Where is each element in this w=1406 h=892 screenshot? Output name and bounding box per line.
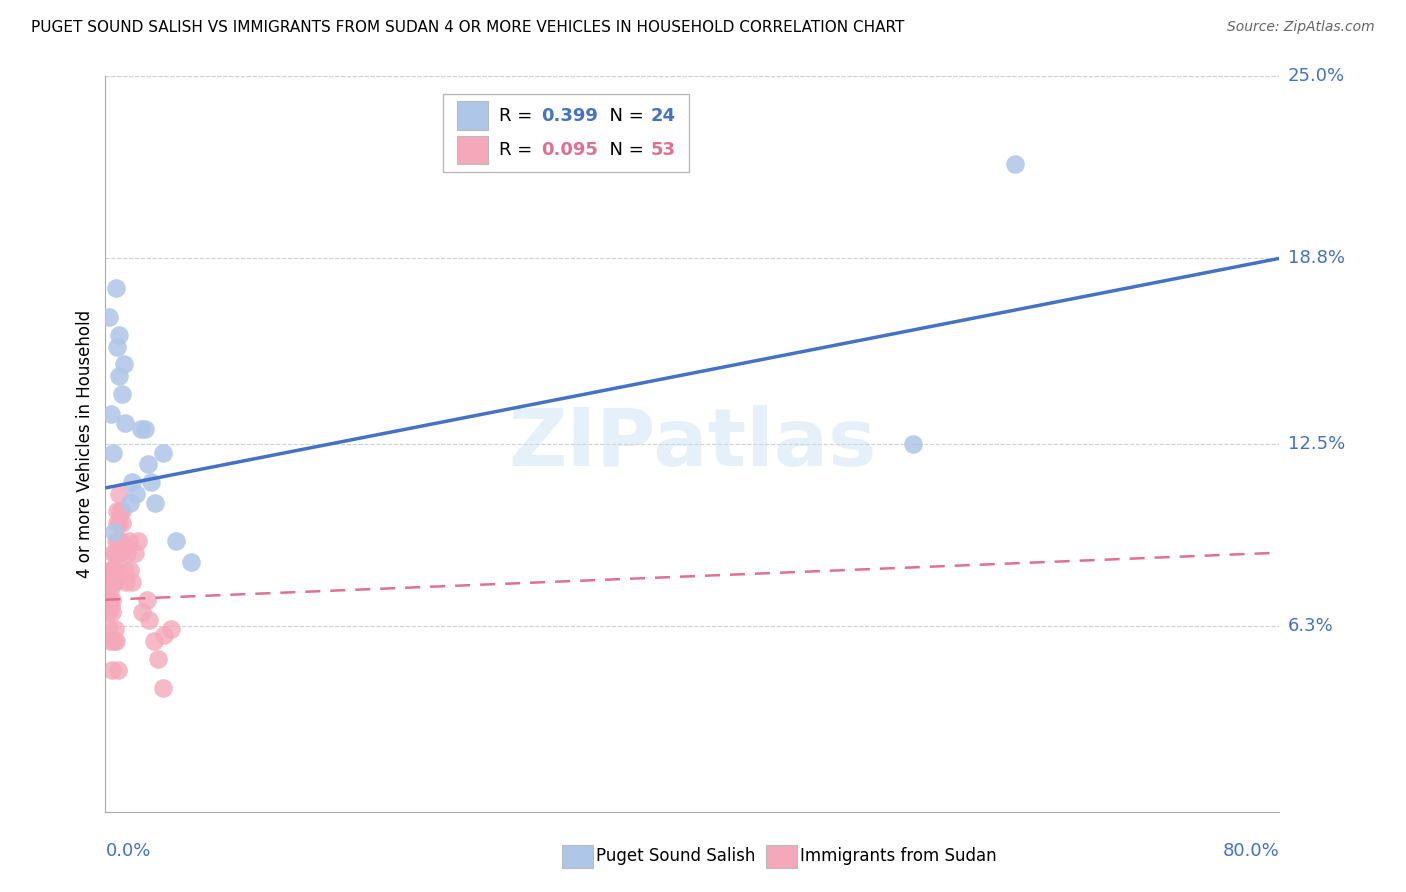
Text: PUGET SOUND SALISH VS IMMIGRANTS FROM SUDAN 4 OR MORE VEHICLES IN HOUSEHOLD CORR: PUGET SOUND SALISH VS IMMIGRANTS FROM SU… [31, 20, 904, 35]
Point [100, 599, 122, 613]
Point [120, 563, 142, 577]
Point [107, 664, 129, 678]
Y-axis label: 4 or more Vehicles in Household: 4 or more Vehicles in Household [76, 310, 94, 578]
Point [108, 504, 131, 518]
Point [97, 605, 120, 619]
Point [105, 563, 128, 577]
Text: N =: N = [598, 141, 650, 159]
Point [134, 422, 156, 436]
Point [110, 546, 132, 560]
Point [131, 605, 153, 619]
Point [114, 416, 136, 430]
Point [103, 569, 125, 583]
Point [107, 369, 129, 384]
Text: 18.8%: 18.8% [1288, 250, 1344, 268]
Point [108, 516, 131, 531]
Point [103, 575, 125, 590]
Point [103, 563, 125, 577]
Text: N =: N = [598, 107, 650, 125]
Point [120, 496, 142, 510]
Text: Puget Sound Salish: Puget Sound Salish [596, 847, 755, 865]
Point [139, 475, 162, 489]
Point [136, 458, 159, 472]
Point [121, 575, 143, 590]
Text: 6.3%: 6.3% [1288, 617, 1333, 635]
Point [115, 575, 138, 590]
Point [114, 563, 136, 577]
Point [160, 622, 183, 636]
Point [901, 436, 924, 450]
Point [152, 681, 174, 695]
Point [117, 546, 139, 560]
Point [101, 592, 124, 607]
Point [101, 445, 124, 459]
Point [98, 310, 121, 325]
Point [98, 592, 121, 607]
Point [98, 634, 121, 648]
Point [165, 533, 187, 548]
Point [104, 546, 127, 560]
Point [100, 407, 122, 422]
Point [111, 504, 134, 518]
Point [100, 605, 122, 619]
Point [101, 563, 124, 577]
Text: 24: 24 [651, 107, 676, 125]
Point [125, 487, 148, 501]
Point [103, 524, 125, 539]
Point [124, 546, 146, 560]
Point [107, 546, 129, 560]
Point [127, 533, 149, 548]
Point [107, 533, 129, 548]
Point [138, 614, 160, 628]
Point [110, 386, 132, 401]
Point [118, 533, 141, 548]
Text: Immigrants from Sudan: Immigrants from Sudan [800, 847, 997, 865]
Text: ZIPatlas: ZIPatlas [509, 405, 876, 483]
Point [142, 634, 165, 648]
Text: 0.095: 0.095 [541, 141, 598, 159]
Point [105, 533, 128, 548]
Text: 80.0%: 80.0% [1223, 842, 1279, 860]
Point [110, 533, 132, 548]
Point [105, 516, 128, 531]
Text: 12.5%: 12.5% [1288, 434, 1346, 453]
Point [98, 563, 121, 577]
Text: R =: R = [499, 107, 538, 125]
Text: 0.399: 0.399 [541, 107, 598, 125]
Point [121, 475, 143, 489]
Point [108, 487, 131, 501]
Point [107, 504, 129, 518]
Point [143, 496, 166, 510]
Point [101, 546, 124, 560]
Point [105, 340, 128, 354]
Point [152, 445, 174, 459]
Point [101, 664, 124, 678]
Point [100, 575, 122, 590]
Point [97, 622, 120, 636]
Point [112, 357, 135, 371]
Point [104, 281, 127, 295]
Point [97, 575, 120, 590]
Text: Source: ZipAtlas.com: Source: ZipAtlas.com [1227, 20, 1375, 34]
Point [148, 651, 170, 665]
Point [1004, 157, 1026, 171]
Text: R =: R = [499, 141, 538, 159]
Point [98, 583, 121, 598]
Point [105, 634, 128, 648]
Point [112, 540, 135, 554]
Text: 0.0%: 0.0% [105, 842, 150, 860]
Point [104, 575, 127, 590]
Point [108, 327, 131, 342]
Text: 25.0%: 25.0% [1288, 67, 1346, 85]
Text: 53: 53 [651, 141, 676, 159]
Point [110, 516, 132, 531]
Point [104, 622, 127, 636]
Point [153, 628, 176, 642]
Point [129, 422, 152, 436]
Point [135, 592, 157, 607]
Point [103, 634, 125, 648]
Point [180, 554, 202, 569]
